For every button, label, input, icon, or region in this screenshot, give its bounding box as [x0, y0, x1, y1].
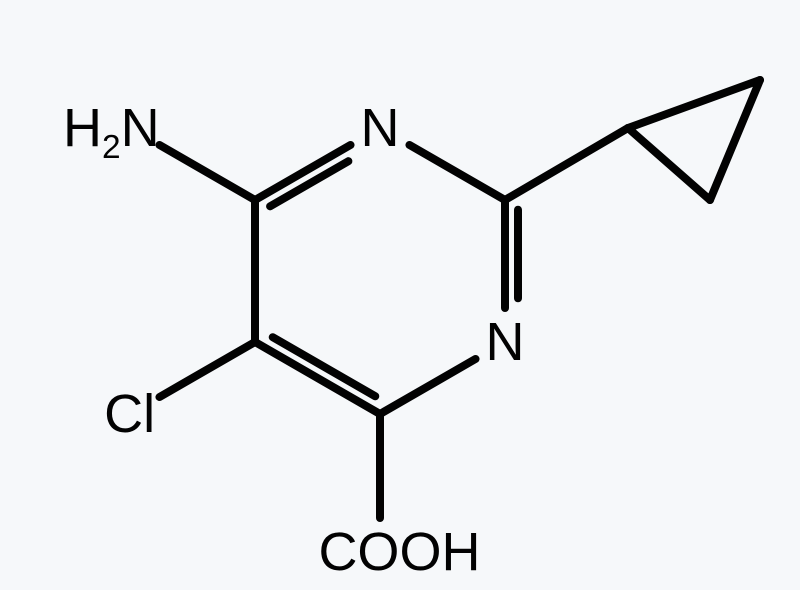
atom-label-n1: N: [361, 101, 400, 155]
atom-label-cl: Cl: [104, 387, 155, 441]
atom-label-nh2: H2N: [63, 101, 160, 155]
atom-label-n3: N: [486, 315, 525, 369]
bond-layer: [0, 0, 800, 590]
atom-label-cooh: COOH: [318, 525, 480, 579]
chemical-structure: N N H2N Cl COOH: [0, 0, 800, 590]
